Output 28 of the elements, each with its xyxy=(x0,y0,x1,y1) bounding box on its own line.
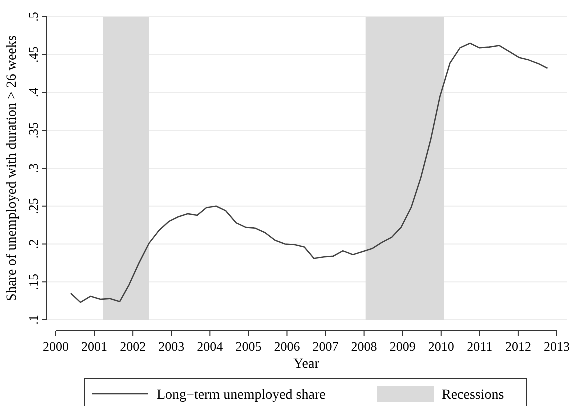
x-tick-label: 2006 xyxy=(274,339,301,354)
y-axis-title: Share of unemployed with duration > 26 weeks xyxy=(5,36,20,302)
x-tick-label: 2012 xyxy=(505,339,532,354)
x-tick-label: 2002 xyxy=(120,339,146,354)
x-tick-label: 2003 xyxy=(158,339,185,354)
legend-label: Recessions xyxy=(442,388,504,403)
x-tick-label: 2000 xyxy=(43,339,69,354)
x-tick-label: 2001 xyxy=(82,339,108,354)
y-tick-label: .15 xyxy=(26,274,41,290)
y-tick-label: .25 xyxy=(26,198,41,214)
y-tick-label: .2 xyxy=(26,239,41,250)
y-tick-label: .45 xyxy=(26,46,41,63)
x-tick-label: 2005 xyxy=(236,339,262,354)
line-series xyxy=(70,42,548,304)
y-tick-label: .1 xyxy=(26,315,41,325)
x-tick-label: 2010 xyxy=(428,339,454,354)
x-tick-label: 2007 xyxy=(312,339,340,354)
x-axis-title: Year xyxy=(294,357,320,372)
legend-label: Long−term unemployed share xyxy=(157,388,326,403)
y-tick-label: .4 xyxy=(26,87,41,98)
x-tick-label: 2008 xyxy=(351,339,378,354)
x-tick-label: 2004 xyxy=(197,339,224,354)
y-tick-label: .5 xyxy=(26,12,41,22)
x-tick-label: 2011 xyxy=(467,339,493,354)
x-tick-label: 2009 xyxy=(390,339,416,354)
x-tick-label: 2013 xyxy=(544,339,570,354)
y-tick-label: .3 xyxy=(26,164,41,174)
y-tick-label: .35 xyxy=(26,122,41,139)
